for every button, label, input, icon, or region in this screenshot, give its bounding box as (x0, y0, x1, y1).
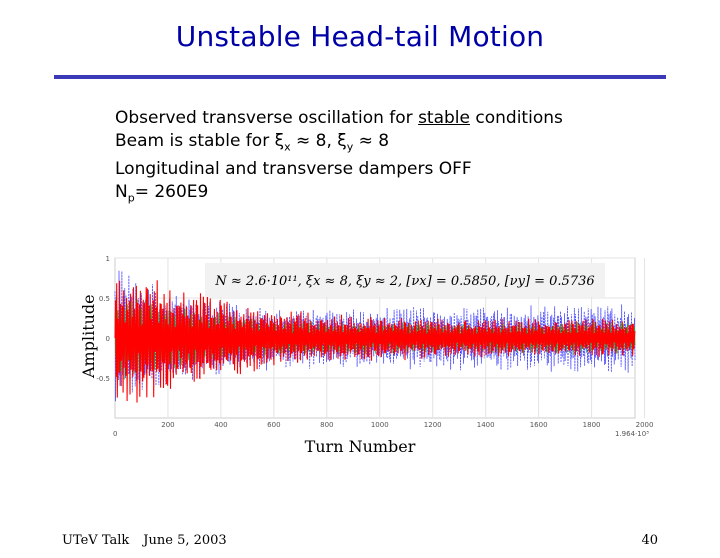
y-tick-label: -0.5 (96, 375, 110, 383)
bullet-2-sub-y: y (346, 140, 354, 154)
bullet-4-b: = 260E9 (134, 182, 209, 203)
bullet-1-suffix: conditions (469, 108, 563, 128)
series-line (114, 270, 636, 402)
bullet-2-c: ≈ 8 (353, 131, 390, 151)
bullet-2-b: ≈ 8, ξ (290, 131, 347, 151)
x-tick-labels: 200 400 600 800 1000 1200 1400 1600 1800 2000 (161, 421, 653, 429)
title-divider (54, 75, 666, 79)
bullet-line-4: Np= 260E9 (115, 181, 563, 209)
x-axis-label: Turn Number (304, 437, 416, 456)
plot-series (114, 270, 636, 403)
x-tick-label: 1600 (530, 421, 548, 429)
bullet-1-prefix: Observed transverse oscillation for (115, 108, 419, 128)
x-tick-label: 600 (267, 421, 280, 429)
slide-title: Unstable Head-tail Motion (175, 20, 545, 53)
annotation-box (205, 263, 605, 297)
footer-talk: UTeV Talk (62, 533, 130, 548)
bullet-4-sub: p (127, 191, 135, 205)
chart-annotation: N ≈ 2.6·10¹¹, ξx ≈ 8, ξy ≈ 2, [νx] = 0.5… (214, 274, 594, 289)
slide-bullets: Observed transverse oscillation for stab… (115, 107, 563, 210)
footer-date: June 5, 2003 (143, 533, 227, 548)
series-line (114, 280, 636, 403)
x-tick-label: 1800 (583, 421, 601, 429)
bullet-1-emphasis: stable (418, 108, 470, 128)
bullet-line-1: Observed transverse oscillation for stab… (115, 107, 563, 130)
bullet-line-3: Longitudinal and transverse dampers OFF (115, 159, 472, 180)
y-tick-label: 1 (106, 255, 110, 263)
y-tick-label: 0.5 (99, 295, 110, 303)
bullet-line-2: Beam is stable for ξx ≈ 8, ξy ≈ 8 (115, 130, 563, 158)
x-tick-label: 2000 (636, 421, 654, 429)
footer-left: UTeV Talk June 5, 2003 (62, 533, 241, 548)
x-tick-label: 1000 (371, 421, 389, 429)
y-tick-labels: 1 0.5 0 -0.5 (96, 255, 110, 383)
bullet-2-sub-x: x (284, 140, 291, 154)
x-tick-label: 1200 (424, 421, 442, 429)
x-tick-label: 800 (320, 421, 333, 429)
amplitude-chart: N ≈ 2.6·10¹¹, ξx ≈ 8, ξy ≈ 2, [νx] = 0.5… (96, 255, 653, 438)
x-end-label: 1.964·10³ (615, 430, 649, 438)
bullet-2-a: Beam is stable for ξ (115, 131, 285, 151)
bullet-4-a: N (115, 182, 128, 203)
page-number: 40 (641, 533, 658, 548)
x-tick-label: 1400 (477, 421, 495, 429)
x-origin-label: 0 (113, 430, 117, 438)
x-tick-label: 400 (214, 421, 227, 429)
y-tick-label: 0 (106, 335, 110, 343)
x-tick-label: 200 (161, 421, 174, 429)
